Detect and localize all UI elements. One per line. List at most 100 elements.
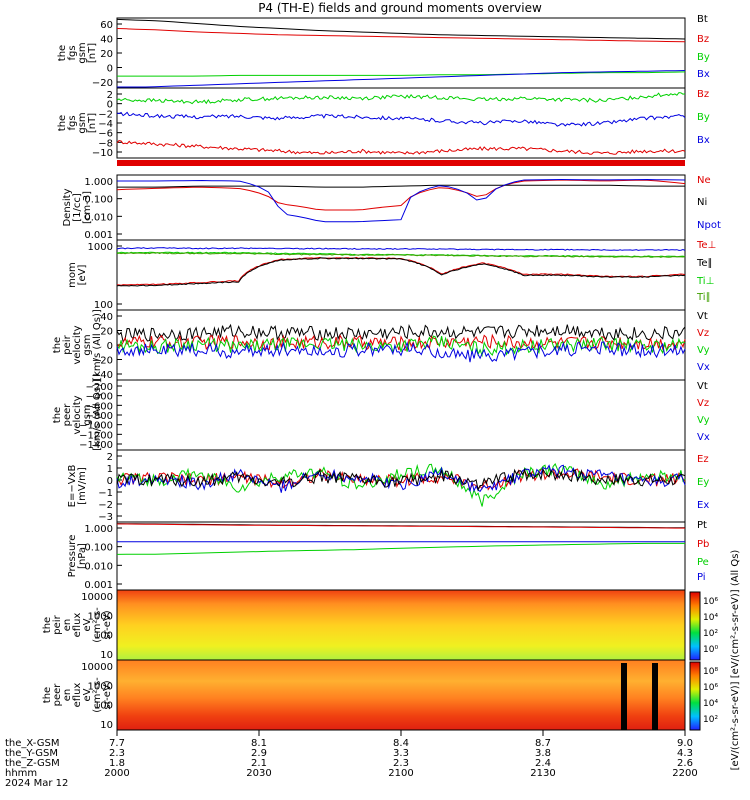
ytick-label: 20 <box>100 49 113 60</box>
ytick-label: 0 <box>107 476 113 487</box>
spectrogram <box>116 659 686 731</box>
legend-Ti⊥: Ti⊥ <box>696 276 714 287</box>
ytick-label: −40 <box>92 370 113 381</box>
ylabel-text: eflux <box>72 683 83 708</box>
colorbar <box>689 661 701 731</box>
legend-Ni: Ni <box>697 197 707 208</box>
legend-Pt: Pt <box>697 520 707 531</box>
ytick-label: 2 <box>107 90 113 101</box>
ytick-label: −6 <box>98 129 113 140</box>
legend-Vz: Vz <box>697 398 709 409</box>
legend-Bt: Bt <box>697 14 708 25</box>
ytick-label: 0 <box>107 100 113 111</box>
ytick-label: 100 <box>94 701 113 712</box>
series-line <box>116 464 686 493</box>
axis-value: 2.1 <box>251 758 267 769</box>
legend-Vx: Vx <box>697 432 710 443</box>
panel-9: the peir en eflux eV (cm²-s-sr-eV) 10000 1000 10… <box>42 589 686 661</box>
series-line <box>116 28 686 43</box>
ytick-label: 10000 <box>81 662 113 673</box>
ytick-label: 10 <box>100 650 113 661</box>
ytick-label: 60 <box>100 20 113 31</box>
colorbar-tick: 10⁶ <box>703 597 718 607</box>
axis-value: 2200 <box>672 768 697 779</box>
colorbar-tick: 10⁶ <box>703 683 718 693</box>
ytick-label: −1 <box>98 488 113 499</box>
ytick-label: 1000 <box>88 681 113 692</box>
ytick-label: −2 <box>98 500 113 511</box>
ytick-label: 0.010 <box>84 561 113 572</box>
panel-10: the peer en eflux eV (cm²-s-sr-eV) 10000 1000 10… <box>42 659 686 731</box>
legend-Ex: Ex <box>697 500 709 511</box>
ylabel-text: velocity <box>72 395 83 434</box>
ytick-label: −1400 <box>79 440 113 451</box>
legend-Vt: Vt <box>697 311 708 322</box>
ytick-label: −3 <box>98 512 113 523</box>
ylabel-text: [mV/m] <box>77 467 88 505</box>
legend-Vz: Vz <box>697 328 709 339</box>
ytick-label: −1200 <box>79 430 113 441</box>
ytick-label: 1000 <box>88 242 113 253</box>
axis-value: 2100 <box>388 768 413 779</box>
ytick-label: 1.000 <box>84 524 113 535</box>
ylabel-text: the <box>52 407 63 423</box>
ytick-label: 0.100 <box>84 543 113 554</box>
ytick-label: −400 <box>86 392 113 403</box>
panel-1: the fgs gsm [nT] 60 40 20 0 −20 Bt Bz By Bx <box>57 14 710 89</box>
axis-row-label: the_Z-GSM <box>5 758 60 769</box>
legend-Ey: Ey <box>697 477 709 488</box>
ylabel-text: peir <box>52 614 63 634</box>
ytick-label: 20 <box>100 327 113 338</box>
ytick-label: 100 <box>94 300 113 311</box>
ytick-label: 40 <box>100 35 113 46</box>
axis-value: 8.7 <box>535 738 551 749</box>
ylabel-text: Density <box>62 188 73 226</box>
series-line <box>116 18 686 40</box>
axis-value: 2.3 <box>393 758 409 769</box>
legend-Pe: Pe <box>697 557 709 568</box>
ytick-label: 0.100 <box>84 195 113 206</box>
series-line <box>116 333 686 352</box>
series-line <box>116 247 686 251</box>
ytick-label: 0.001 <box>84 230 113 241</box>
ylabel-text: [nT] <box>87 113 98 133</box>
ytick-label: −20 <box>92 78 113 89</box>
legend-By: By <box>697 112 710 123</box>
ytick-label: 40 <box>100 312 113 323</box>
ytick-label: −4 <box>98 119 113 130</box>
ylabel-text: [nT] <box>87 43 98 63</box>
axis-value: 9.0 <box>677 738 693 749</box>
ylabel-text: peer <box>62 403 73 427</box>
series-line <box>116 335 686 358</box>
ylabel-text: sr-eV) <box>102 680 113 709</box>
ylabel-text: peer <box>52 683 63 707</box>
ylabel-text: gsm <box>82 334 93 355</box>
legend-Bz: Bz <box>697 34 709 45</box>
ylabel-text: E=−VxB <box>67 465 78 508</box>
ylabel-text: en <box>62 689 73 702</box>
ytick-label: 1.000 <box>84 177 113 188</box>
ylabel-text: [nPa] <box>77 543 88 569</box>
axis-value: 2.4 <box>535 758 551 769</box>
legend-Bz: Bz <box>697 89 709 100</box>
series-line <box>116 111 686 127</box>
ytick-label: −600 <box>86 401 113 412</box>
axis-row-label: the_Y-GSM <box>5 748 58 759</box>
legend-By: By <box>697 52 710 63</box>
panel-2: the fgs gsm [nT] 20−2−4−6−8−10 Bz By Bx <box>57 87 710 159</box>
axis-value: 1.8 <box>109 758 125 769</box>
legend-Npot: Npot <box>697 220 721 231</box>
ylabel-text: gsm <box>77 112 88 133</box>
ytick-label: 100 <box>94 631 113 642</box>
axis-value: 8.4 <box>393 738 409 749</box>
ylabel-text: eV <box>82 618 93 631</box>
ylabel-text: fgs <box>67 115 78 130</box>
ytick-label: 2 <box>107 452 113 463</box>
series-line <box>116 467 686 492</box>
series-line <box>117 523 685 529</box>
legend-Bx: Bx <box>697 69 710 80</box>
series-line <box>116 341 686 363</box>
panel-5: the peir velocity gsm [km/s (All Qs)]40 20 0 −2… <box>52 309 710 381</box>
ylabel-text: velocity <box>72 325 83 364</box>
